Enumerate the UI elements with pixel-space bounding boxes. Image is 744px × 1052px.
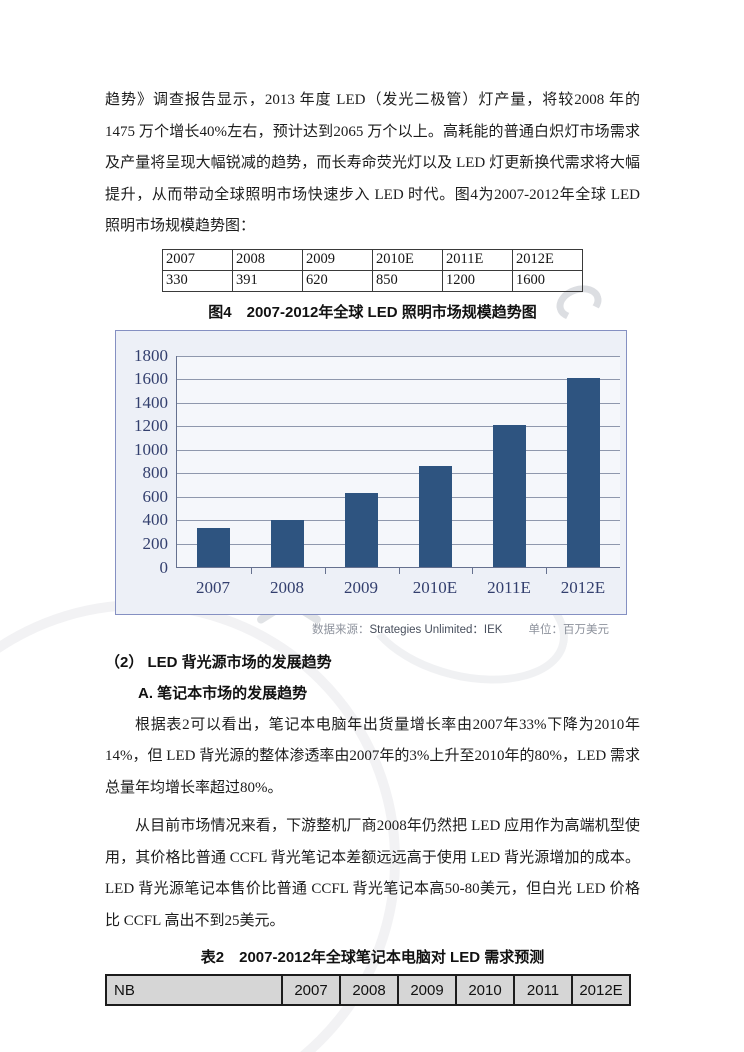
x-axis-tick xyxy=(472,567,474,574)
table-cell: 1600 xyxy=(512,269,583,292)
table-figure4-data: 2007 2008 2009 2010E 2011E 2012E 330 391… xyxy=(162,248,583,292)
figure4-bar-chart: 1800 1600 1400 1200 1000 800 600 400 200 0 2007 20… xyxy=(115,329,627,615)
table-cell: 2007 xyxy=(162,248,233,271)
bar xyxy=(418,466,452,567)
x-axis-tick xyxy=(546,567,548,574)
gridline xyxy=(177,426,620,428)
source-value: Strategies Unlimited：IEK xyxy=(369,623,503,636)
x-axis-tick xyxy=(398,567,400,574)
gridline xyxy=(177,496,620,498)
y-tick-label: 0 xyxy=(159,557,169,577)
bar-slot xyxy=(251,520,325,567)
x-axis-tick xyxy=(250,567,252,574)
chart-bars xyxy=(177,356,620,567)
table2-header-cell: 2011 xyxy=(513,974,573,1006)
table-cell: 850 xyxy=(372,269,443,292)
bar-slot xyxy=(177,527,251,567)
y-tick-label: 1000 xyxy=(134,439,168,459)
bar-slot xyxy=(472,425,546,567)
table2-nb-led-forecast: NB 2007 2008 2009 2010 2011 2012E xyxy=(105,974,631,1006)
chart-plot-area xyxy=(176,355,620,574)
y-tick-label: 200 xyxy=(142,533,169,553)
table2-header-row: NB 2007 2008 2009 2010 2011 2012E xyxy=(105,974,631,1006)
table-cell: 330 xyxy=(162,269,233,292)
gridline xyxy=(177,355,620,357)
gridline xyxy=(177,449,620,451)
y-tick-label: 1200 xyxy=(134,416,168,436)
x-tick-label: 2011E xyxy=(487,577,531,597)
x-tick-label: 2007 xyxy=(196,577,230,597)
table-cell: 2009 xyxy=(302,248,373,271)
table2-header-cell: 2008 xyxy=(339,974,399,1006)
table-cell: 620 xyxy=(302,269,373,292)
bar xyxy=(345,493,379,567)
x-axis-tick xyxy=(324,567,326,574)
bar xyxy=(566,378,600,567)
x-tick-label: 2009 xyxy=(344,577,378,597)
chart-source-line: 数据来源：Strategies Unlimited：IEK 单位：百万美元 xyxy=(312,621,640,637)
x-tick-label: 2010E xyxy=(412,577,458,597)
table2-caption: 表2 2007-2012年全球笔记本电脑对 LED 需求预测 xyxy=(200,949,545,966)
gridline xyxy=(177,473,620,475)
page-content: 趋势》调查报告显示，2013 年度 LED（发光二极管）灯产量，将较2008 年… xyxy=(105,85,640,1006)
y-tick-label: 800 xyxy=(142,463,169,483)
gridline xyxy=(177,402,620,404)
gridline xyxy=(177,520,620,522)
table-cell: 2010E xyxy=(372,248,443,271)
bar-slot xyxy=(546,378,620,567)
table2-header-cell: 2012E xyxy=(571,974,631,1006)
table-cell: 391 xyxy=(232,269,303,292)
section-heading-led-backlight: （2） LED 背光源市场的发展趋势 xyxy=(105,653,332,671)
table2-header-cell: 2010 xyxy=(455,974,515,1006)
paragraph-notebook-growth: 根据表2可以看出，笔记本电脑年出货量增长率由2007年33%下降为2010年14… xyxy=(105,716,640,796)
y-tick-label: 400 xyxy=(142,510,169,530)
x-tick-label: 2012E xyxy=(560,577,606,597)
bar xyxy=(492,425,526,567)
bar xyxy=(197,527,231,567)
y-tick-label: 1800 xyxy=(134,345,168,365)
table2-header-cell: 2009 xyxy=(397,974,457,1006)
table-cell: 2011E xyxy=(442,248,513,271)
y-tick-label: 1600 xyxy=(134,369,168,389)
source-label: 数据来源： xyxy=(312,623,370,636)
table-row-years: 2007 2008 2009 2010E 2011E 2012E xyxy=(162,248,583,271)
paragraph-market-situation: 从目前市场情况来看，下游整机厂商2008年仍然把 LED 应用作为高端机型使用，… xyxy=(105,818,640,929)
x-tick-label: 2008 xyxy=(270,577,304,597)
table-cell: 1200 xyxy=(442,269,513,292)
paragraph-led-lighting-trend: 趋势》调查报告显示，2013 年度 LED（发光二极管）灯产量，将较2008 年… xyxy=(105,92,640,234)
y-tick-label: 600 xyxy=(142,486,169,506)
subsection-heading-notebook: A. 笔记本市场的发展趋势 xyxy=(138,684,308,702)
table-cell: 2012E xyxy=(512,248,583,271)
x-axis-labels: 2007 2008 2009 2010E 2011E 2012E xyxy=(176,578,620,598)
y-axis-labels: 1800 1600 1400 1200 1000 800 600 400 200 0 xyxy=(116,346,169,576)
bar-slot xyxy=(398,466,472,567)
table-row-values: 330 391 620 850 1200 1600 xyxy=(162,269,583,292)
gridline xyxy=(177,379,620,381)
table2-header-cell: 2007 xyxy=(281,974,341,1006)
gridline xyxy=(177,543,620,545)
source-unit: 单位：百万美元 xyxy=(528,623,609,636)
figure4-caption: 图4 2007-2012年全球 LED 照明市场规模趋势图 xyxy=(208,303,537,321)
y-tick-label: 1400 xyxy=(134,392,168,412)
bar-slot xyxy=(325,493,399,567)
table-cell: 2008 xyxy=(232,248,303,271)
table2-header-cell: NB xyxy=(105,974,283,1006)
bar xyxy=(271,520,305,567)
